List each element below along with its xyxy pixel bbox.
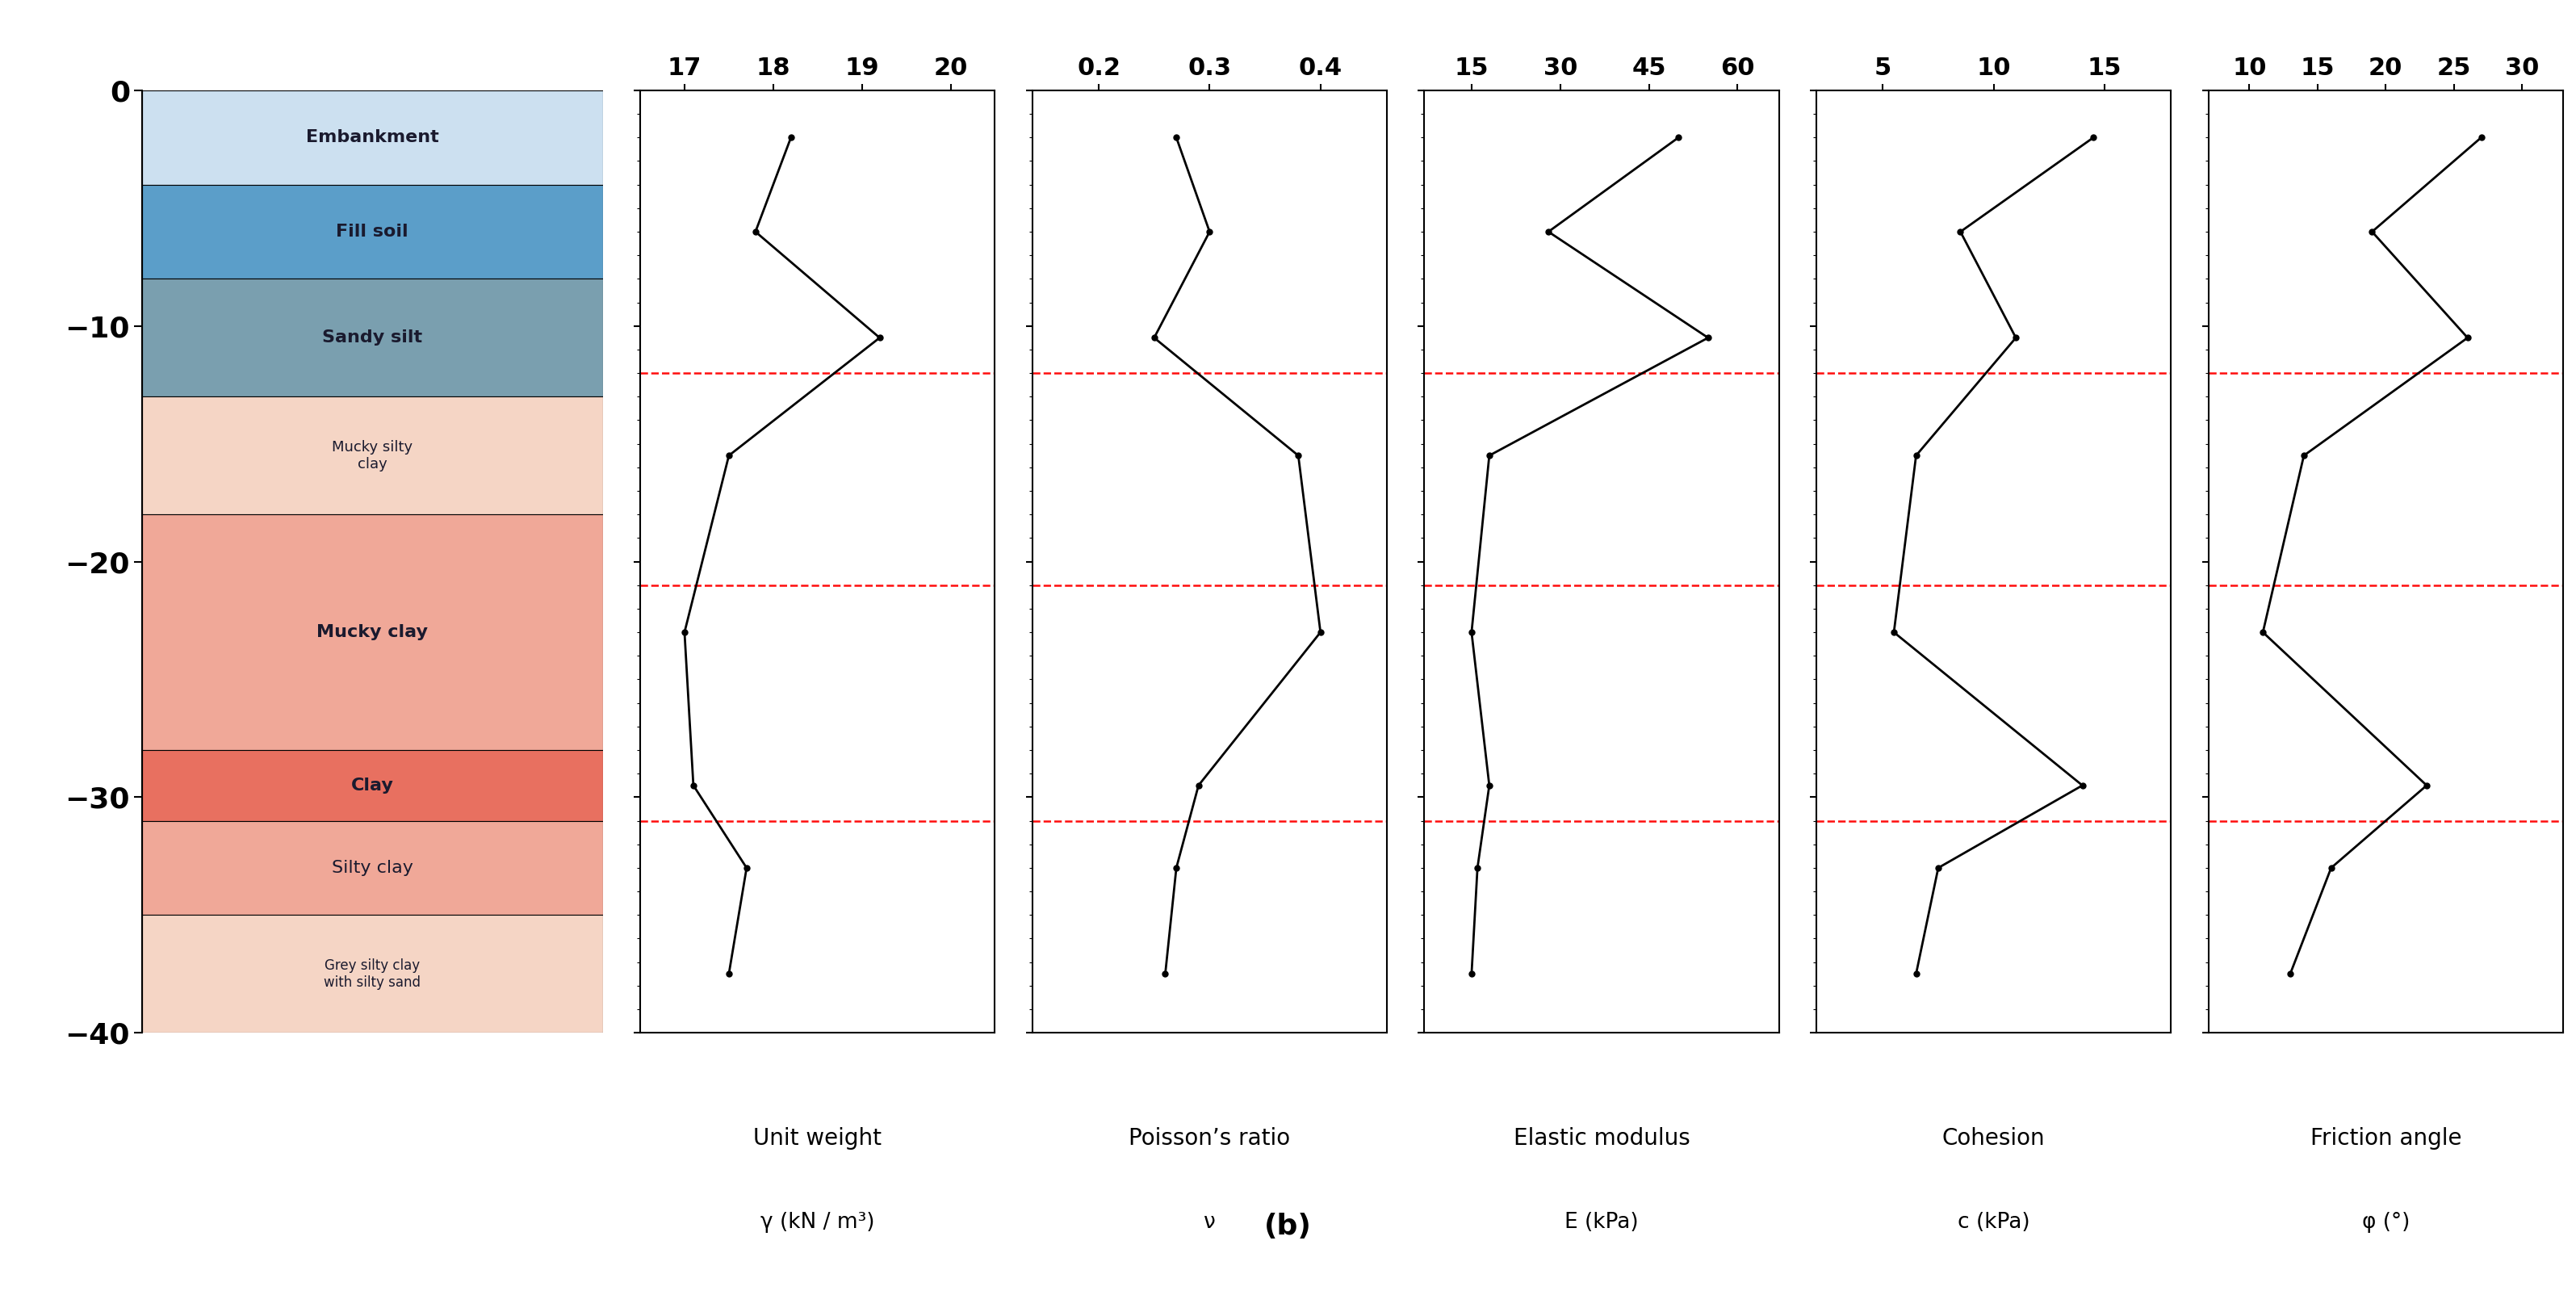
- Text: Friction angle: Friction angle: [2311, 1127, 2463, 1150]
- Text: ν: ν: [1203, 1212, 1216, 1233]
- Bar: [142, 90, 603, 185]
- Bar: [142, 915, 603, 1033]
- Bar: [142, 396, 603, 514]
- Text: Sandy silt: Sandy silt: [322, 329, 422, 346]
- Bar: [142, 821, 603, 915]
- Text: (b): (b): [1265, 1212, 1311, 1241]
- Text: c (kPa): c (kPa): [1958, 1212, 2030, 1233]
- Text: Silty clay: Silty clay: [332, 860, 412, 877]
- Text: φ (°): φ (°): [2362, 1212, 2409, 1233]
- Bar: [142, 279, 603, 396]
- Text: Elastic modulus: Elastic modulus: [1512, 1127, 1690, 1150]
- Text: Poisson’s ratio: Poisson’s ratio: [1128, 1127, 1291, 1150]
- Text: Clay: Clay: [350, 777, 394, 794]
- Text: E (kPa): E (kPa): [1564, 1212, 1638, 1233]
- Bar: [142, 750, 603, 821]
- Text: Embankment: Embankment: [307, 129, 438, 146]
- Text: Cohesion: Cohesion: [1942, 1127, 2045, 1150]
- Text: Unit weight: Unit weight: [752, 1127, 881, 1150]
- Text: Grey silty clay
with silty sand: Grey silty clay with silty sand: [325, 958, 420, 990]
- Text: γ (kN / m³): γ (kN / m³): [760, 1212, 876, 1233]
- Bar: [142, 514, 603, 750]
- Text: Mucky silty
clay: Mucky silty clay: [332, 440, 412, 471]
- Text: Fill soil: Fill soil: [335, 223, 410, 240]
- Bar: [142, 185, 603, 279]
- Text: Mucky clay: Mucky clay: [317, 624, 428, 640]
